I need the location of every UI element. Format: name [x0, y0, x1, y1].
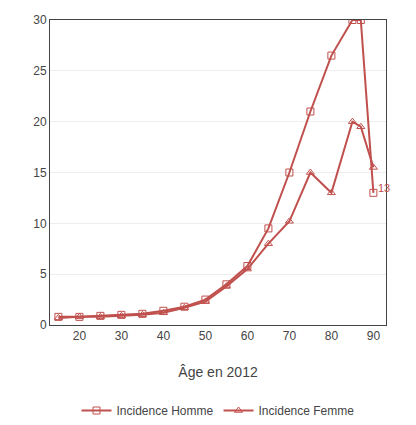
svg-text:30: 30: [33, 13, 47, 27]
svg-text:60: 60: [241, 329, 255, 343]
svg-text:15: 15: [33, 166, 47, 180]
svg-text:Incidence Femme: Incidence Femme: [259, 404, 355, 418]
svg-text:Incidence Homme: Incidence Homme: [117, 404, 214, 418]
svg-text:Âge en 2012: Âge en 2012: [178, 364, 258, 380]
svg-text:5: 5: [40, 267, 47, 281]
svg-text:80: 80: [325, 329, 339, 343]
svg-text:20: 20: [73, 329, 87, 343]
svg-text:20: 20: [33, 115, 47, 129]
svg-text:13: 13: [378, 182, 390, 194]
svg-text:50: 50: [199, 329, 213, 343]
svg-text:40: 40: [157, 329, 171, 343]
svg-text:10: 10: [33, 217, 47, 231]
svg-text:0: 0: [40, 318, 47, 332]
svg-text:90: 90: [367, 329, 381, 343]
svg-text:70: 70: [283, 329, 297, 343]
svg-text:25: 25: [33, 64, 47, 78]
svg-text:30: 30: [115, 329, 129, 343]
